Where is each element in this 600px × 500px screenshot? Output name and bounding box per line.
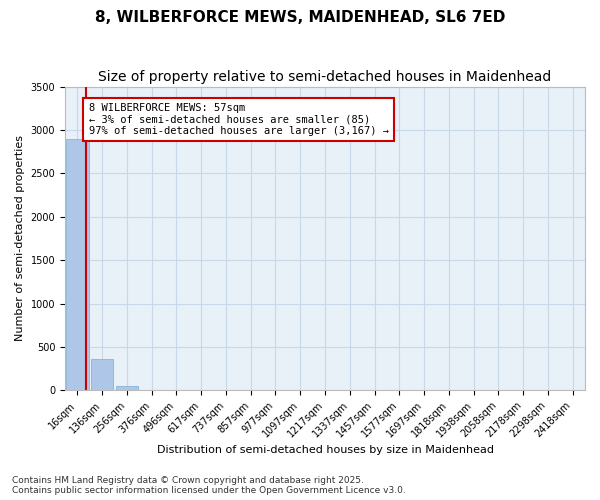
X-axis label: Distribution of semi-detached houses by size in Maidenhead: Distribution of semi-detached houses by … <box>157 445 494 455</box>
Text: 8 WILBERFORCE MEWS: 57sqm
← 3% of semi-detached houses are smaller (85)
97% of s: 8 WILBERFORCE MEWS: 57sqm ← 3% of semi-d… <box>89 103 389 136</box>
Bar <box>116 386 138 390</box>
Text: Contains HM Land Registry data © Crown copyright and database right 2025.
Contai: Contains HM Land Registry data © Crown c… <box>12 476 406 495</box>
Bar <box>91 359 113 390</box>
Title: Size of property relative to semi-detached houses in Maidenhead: Size of property relative to semi-detach… <box>98 70 551 84</box>
Text: 8, WILBERFORCE MEWS, MAIDENHEAD, SL6 7ED: 8, WILBERFORCE MEWS, MAIDENHEAD, SL6 7ED <box>95 10 505 25</box>
Y-axis label: Number of semi-detached properties: Number of semi-detached properties <box>15 136 25 342</box>
Bar <box>66 138 89 390</box>
